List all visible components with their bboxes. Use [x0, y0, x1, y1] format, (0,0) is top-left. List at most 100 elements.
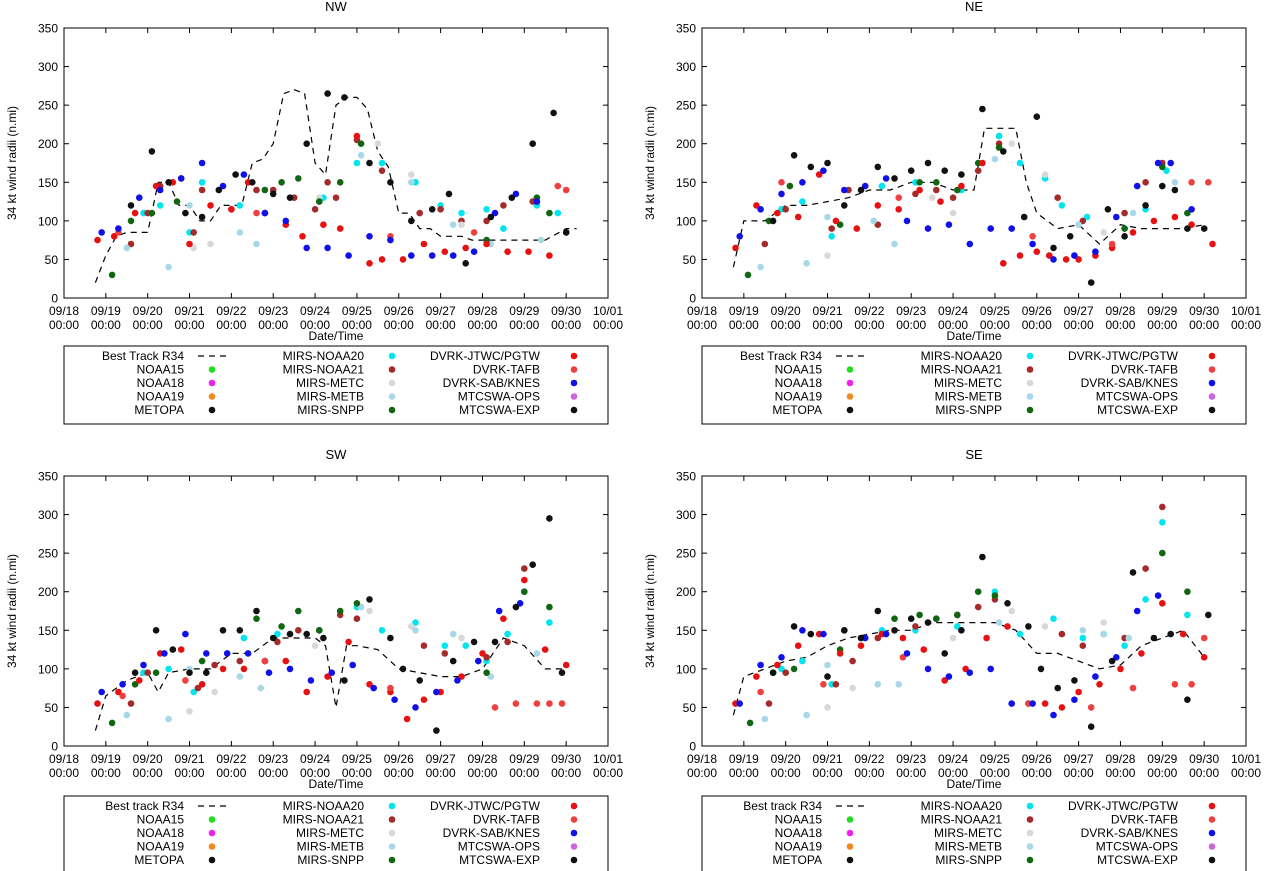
data-point	[778, 665, 785, 673]
data-point	[1016, 159, 1024, 167]
data-point	[353, 600, 361, 607]
x-tick-label-time: 00:00	[980, 766, 1010, 780]
data-point	[1142, 202, 1149, 209]
data-point	[774, 209, 781, 217]
data-point	[799, 627, 806, 634]
data-point	[357, 152, 365, 159]
y-tick-label: 150	[38, 624, 58, 638]
legend-marker	[208, 829, 216, 837]
y-tick-label: 150	[676, 176, 696, 190]
data-point	[119, 692, 126, 700]
data-point	[357, 603, 365, 611]
legend-marker	[1026, 406, 1034, 414]
data-point	[1113, 654, 1120, 661]
series-dvrk-sab-knes	[98, 600, 524, 711]
data-point	[1037, 665, 1045, 673]
data-point	[462, 244, 470, 252]
data-point	[94, 700, 101, 707]
data-point	[98, 229, 105, 236]
legend-marker	[1026, 393, 1034, 400]
data-point	[933, 615, 940, 622]
data-point	[1100, 619, 1107, 626]
data-point	[799, 179, 806, 186]
y-tick-label: 350	[38, 22, 58, 36]
x-tick-label-date: 09/22	[854, 304, 884, 318]
y-tick-label: 0	[689, 740, 696, 754]
data-point	[240, 665, 248, 673]
x-tick-label-time: 00:00	[216, 766, 246, 780]
data-point	[387, 236, 394, 244]
data-point	[165, 263, 172, 271]
data-point	[462, 642, 470, 649]
data-point	[949, 634, 957, 642]
y-tick-label: 100	[38, 214, 58, 228]
x-tick-label-date: 09/20	[771, 304, 801, 318]
legend-label: NOAA15	[137, 363, 185, 377]
data-point	[874, 202, 882, 209]
data-point	[1100, 630, 1107, 638]
x-tick-label-date: 09/19	[91, 752, 121, 766]
data-point	[483, 217, 490, 225]
x-tick-label-time: 00:00	[1064, 766, 1094, 780]
legend-label: MTCSWA-OPS	[458, 840, 540, 854]
data-point	[483, 240, 490, 248]
data-point	[1079, 627, 1087, 634]
data-point	[933, 186, 940, 194]
data-point	[353, 132, 361, 140]
data-point	[286, 665, 294, 673]
data-point	[899, 634, 907, 642]
data-point	[399, 256, 407, 263]
data-point	[979, 105, 986, 113]
data-point	[512, 700, 520, 707]
data-point	[1159, 503, 1166, 511]
y-tick-label: 250	[676, 547, 696, 561]
data-point	[232, 171, 239, 178]
data-point	[428, 252, 436, 259]
legend-label: Best track R34	[743, 799, 822, 813]
data-point	[1154, 592, 1162, 599]
data-point	[1008, 700, 1015, 707]
data-point	[820, 167, 827, 174]
data-point	[1171, 681, 1179, 688]
data-point	[1154, 159, 1162, 167]
legend-label: MIRS-NOAA20	[283, 349, 365, 363]
data-point	[1113, 213, 1120, 221]
data-point	[849, 684, 856, 692]
data-point	[954, 611, 961, 619]
x-tick-label-time: 00:00	[1189, 766, 1219, 780]
data-point	[782, 669, 789, 676]
legend-label: MIRS-METB	[297, 840, 364, 854]
legend-marker	[1026, 816, 1034, 823]
data-point	[332, 194, 340, 201]
legend-marker	[846, 843, 854, 850]
data-point	[991, 592, 999, 599]
legend-marker	[846, 856, 854, 864]
legend-label: NOAA18	[137, 376, 185, 390]
data-point	[799, 198, 806, 205]
legend-marker	[208, 843, 216, 850]
series-mirs-noaa20	[140, 159, 562, 236]
data-point	[558, 700, 566, 707]
plot-area	[63, 27, 609, 299]
x-tick-label-time: 00:00	[91, 766, 121, 780]
data-point	[257, 684, 265, 692]
y-tick-label: 200	[676, 585, 696, 599]
data-point	[190, 244, 197, 252]
data-point	[366, 260, 373, 267]
data-point	[1066, 233, 1074, 240]
data-point	[483, 654, 490, 661]
legend-marker	[1208, 379, 1216, 387]
data-point	[815, 171, 823, 178]
data-point	[1079, 642, 1087, 649]
legend-marker	[208, 816, 216, 823]
x-tick-label-time: 00:00	[258, 318, 288, 332]
x-tick-label-time: 00:00	[342, 318, 372, 332]
data-point	[546, 515, 553, 522]
panel-se: SE05010015020025030035009/1800:0009/1900…	[643, 447, 1261, 871]
data-point	[408, 623, 415, 630]
data-point	[554, 209, 562, 217]
data-point	[483, 669, 490, 676]
legend-marker	[1026, 829, 1034, 837]
data-point	[841, 186, 848, 194]
data-point	[1041, 700, 1049, 707]
